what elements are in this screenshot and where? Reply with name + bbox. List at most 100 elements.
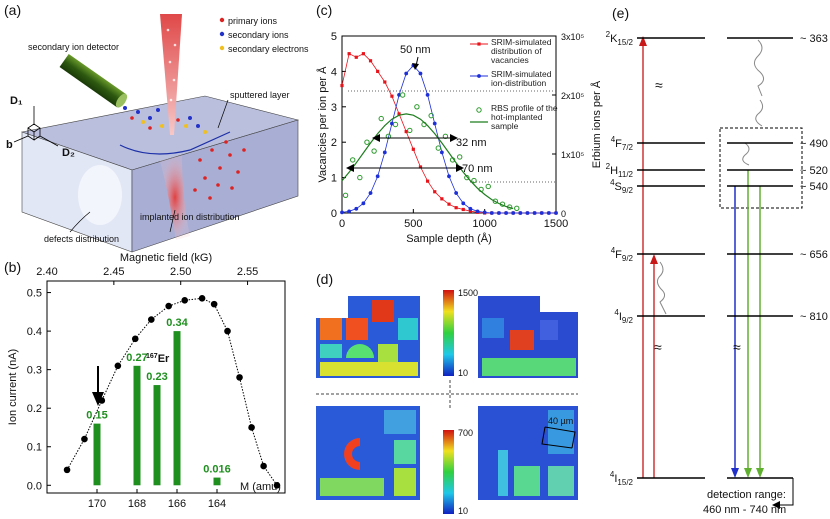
relaxation bbox=[656, 261, 667, 315]
data-point bbox=[447, 202, 451, 206]
data-point bbox=[340, 83, 344, 88]
term-sub: 11/2 bbox=[618, 170, 634, 179]
x2-tick-label: 2.40 bbox=[36, 266, 57, 278]
bar bbox=[93, 423, 101, 486]
data-point bbox=[81, 435, 88, 443]
break-mark: ≈ bbox=[733, 339, 741, 355]
map-cell bbox=[346, 344, 374, 358]
break-mark: ≈ bbox=[654, 339, 662, 355]
level-term: 4I9/2 bbox=[614, 308, 633, 325]
x-tick-label: 500 bbox=[404, 218, 422, 230]
x-tick-label: 1000 bbox=[472, 218, 496, 230]
data-point bbox=[347, 209, 352, 214]
schematic-label: secondary ion detector bbox=[28, 42, 119, 52]
data-point bbox=[504, 211, 508, 215]
legend-text: RBS profile of the hot-implanted sample bbox=[491, 104, 558, 131]
term-sup: 4 bbox=[614, 308, 619, 317]
sputter-line bbox=[119, 131, 231, 155]
data-point bbox=[392, 121, 399, 128]
arrowhead bbox=[744, 468, 752, 478]
data-point bbox=[418, 165, 423, 169]
data-point bbox=[371, 148, 377, 154]
data-point bbox=[375, 174, 380, 179]
data-point bbox=[468, 209, 472, 213]
data-point bbox=[350, 157, 356, 163]
arrowhead bbox=[639, 36, 647, 46]
y-tick-label: 5 bbox=[331, 31, 337, 43]
schematic-label: b bbox=[6, 139, 13, 151]
detection-label: detection range: bbox=[707, 489, 786, 501]
map-cell bbox=[320, 344, 342, 358]
data-point bbox=[468, 206, 473, 211]
bar-label: 0.016 bbox=[203, 464, 231, 476]
data-point bbox=[411, 147, 415, 151]
bar-label: 0.27 bbox=[126, 352, 147, 364]
arrowhead bbox=[412, 63, 419, 70]
map-cell bbox=[320, 362, 418, 376]
data-point bbox=[368, 59, 373, 63]
data-point bbox=[518, 211, 523, 215]
colorbar bbox=[443, 290, 454, 376]
detector bbox=[59, 53, 128, 108]
data-point bbox=[440, 197, 444, 201]
data-point bbox=[390, 94, 394, 98]
term-sup: 2 bbox=[606, 30, 611, 39]
schematic-label: secondary ions bbox=[228, 30, 289, 40]
data-point bbox=[114, 362, 122, 370]
scale-bar bbox=[541, 426, 576, 449]
term-main: S bbox=[615, 181, 622, 193]
data-point bbox=[439, 150, 444, 155]
x2-axis-title: Magnetic field (kG) bbox=[120, 252, 212, 264]
data-point bbox=[131, 335, 139, 343]
wavelength-label: ~ 540 nm bbox=[800, 181, 830, 193]
x2-tick-label: 2.55 bbox=[237, 266, 258, 278]
data-point bbox=[457, 154, 463, 160]
map-cell bbox=[498, 450, 508, 496]
data-point bbox=[364, 139, 370, 145]
data-point bbox=[475, 209, 480, 214]
data-point bbox=[447, 174, 451, 179]
defects bbox=[78, 165, 122, 225]
implant-dots bbox=[193, 140, 246, 200]
y2-tick-label: 3x10⁵ bbox=[561, 32, 585, 42]
legend-entry: RBS profile of the hot-implanted sample bbox=[491, 104, 558, 131]
bar-label: 0.23 bbox=[146, 371, 167, 383]
data-point bbox=[404, 129, 408, 134]
data-point bbox=[260, 462, 267, 470]
data-point bbox=[454, 206, 458, 210]
detection-range: 460 nm - 740 nm bbox=[703, 504, 786, 516]
data-point bbox=[383, 80, 387, 84]
implant-front bbox=[160, 155, 190, 240]
y2-tick-label: 2x10⁵ bbox=[561, 91, 585, 101]
series-line bbox=[341, 113, 514, 210]
arrowhead bbox=[346, 164, 354, 172]
y-tick-label: 0.5 bbox=[27, 288, 42, 300]
y-tick-label: 4 bbox=[331, 66, 337, 78]
map-cell bbox=[398, 318, 418, 340]
data-point bbox=[511, 211, 516, 215]
bar-label: 0.34 bbox=[166, 317, 188, 329]
data-point bbox=[397, 112, 401, 116]
bar bbox=[173, 331, 181, 486]
data-point bbox=[376, 69, 380, 73]
data-point bbox=[368, 191, 373, 195]
data-point bbox=[497, 211, 501, 215]
arrowhead bbox=[756, 468, 764, 478]
y-tick-label: 0.0 bbox=[27, 480, 42, 492]
x-tick-label: 166 bbox=[168, 498, 186, 510]
term-sup: 4 bbox=[610, 178, 615, 187]
term-sup: 4 bbox=[611, 135, 616, 144]
data-point bbox=[425, 92, 430, 97]
schematic-label: primary ions bbox=[228, 16, 278, 26]
data-point bbox=[454, 191, 459, 195]
data-point bbox=[539, 211, 544, 215]
map-cell bbox=[384, 410, 416, 434]
wavelength-label: ~ 363 nm bbox=[800, 33, 830, 45]
data-point bbox=[482, 210, 487, 215]
term-sub: 7/2 bbox=[622, 143, 634, 152]
data-point bbox=[198, 295, 206, 302]
colorbar bbox=[443, 430, 454, 514]
map-cell bbox=[482, 318, 504, 338]
panel-label: (a) bbox=[4, 2, 21, 18]
secondary-particles bbox=[123, 106, 207, 134]
